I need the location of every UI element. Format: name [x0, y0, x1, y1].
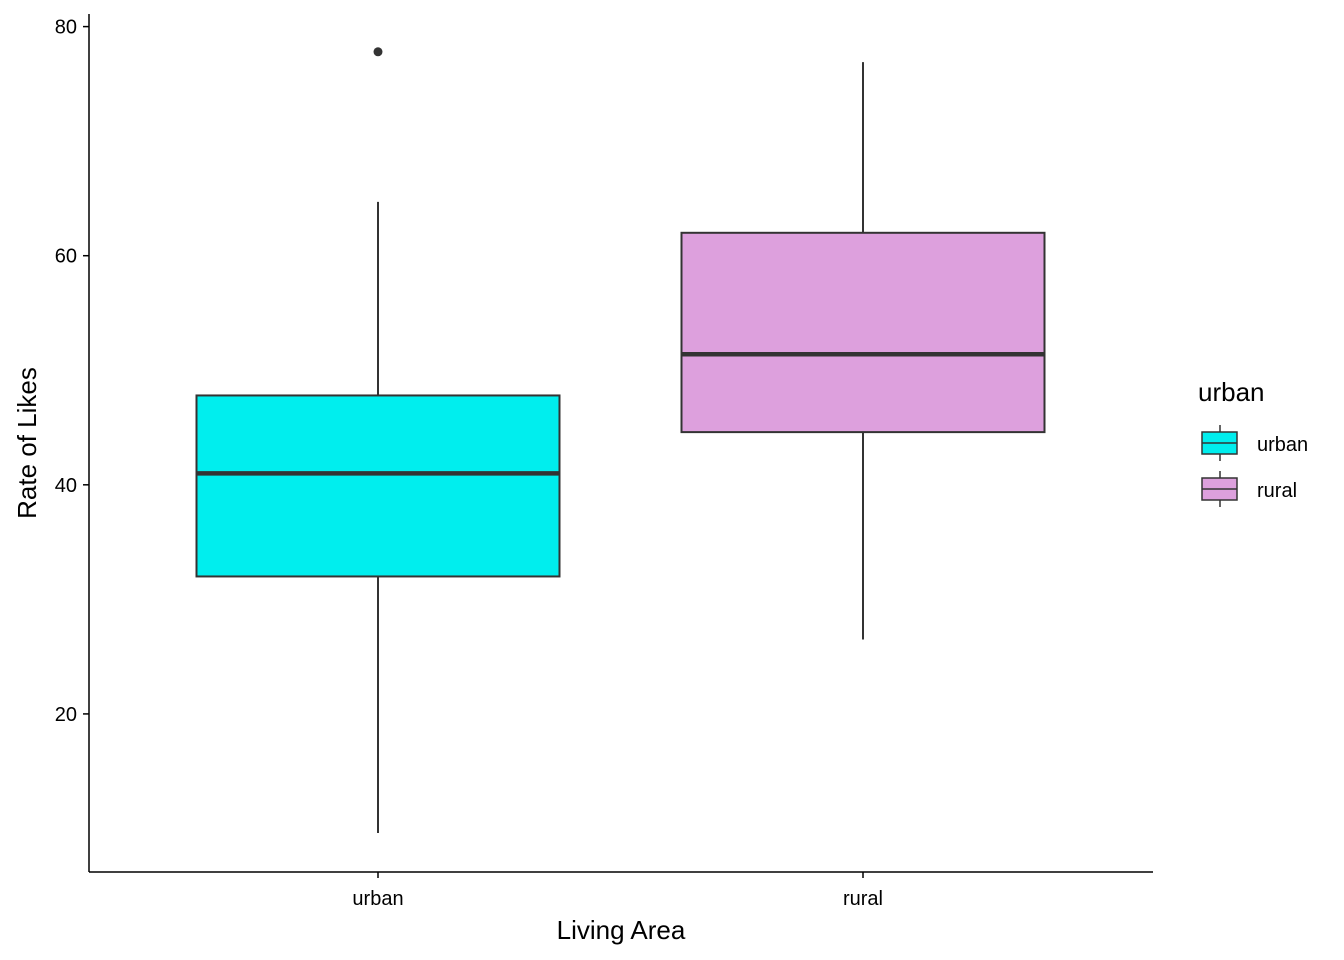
box-rural — [680, 231, 1046, 434]
y-tick-label: 40 — [55, 475, 77, 497]
outlier-point — [373, 47, 383, 57]
box-urban — [195, 394, 561, 578]
y-tick-label: 20 — [55, 704, 77, 726]
y-tick-label: 80 — [55, 17, 77, 39]
x-axis-label: Living Area — [557, 915, 686, 945]
legend-label: urban — [1257, 434, 1308, 456]
y-axis-label: Rate of Likes — [12, 367, 42, 519]
legend-label: rural — [1257, 480, 1297, 502]
y-tick-label: 60 — [55, 246, 77, 268]
x-tick-label: rural — [843, 888, 883, 910]
legend-title: urban — [1198, 377, 1265, 407]
x-tick-label: urban — [352, 888, 403, 910]
legend: urban urban rural — [1198, 377, 1308, 507]
